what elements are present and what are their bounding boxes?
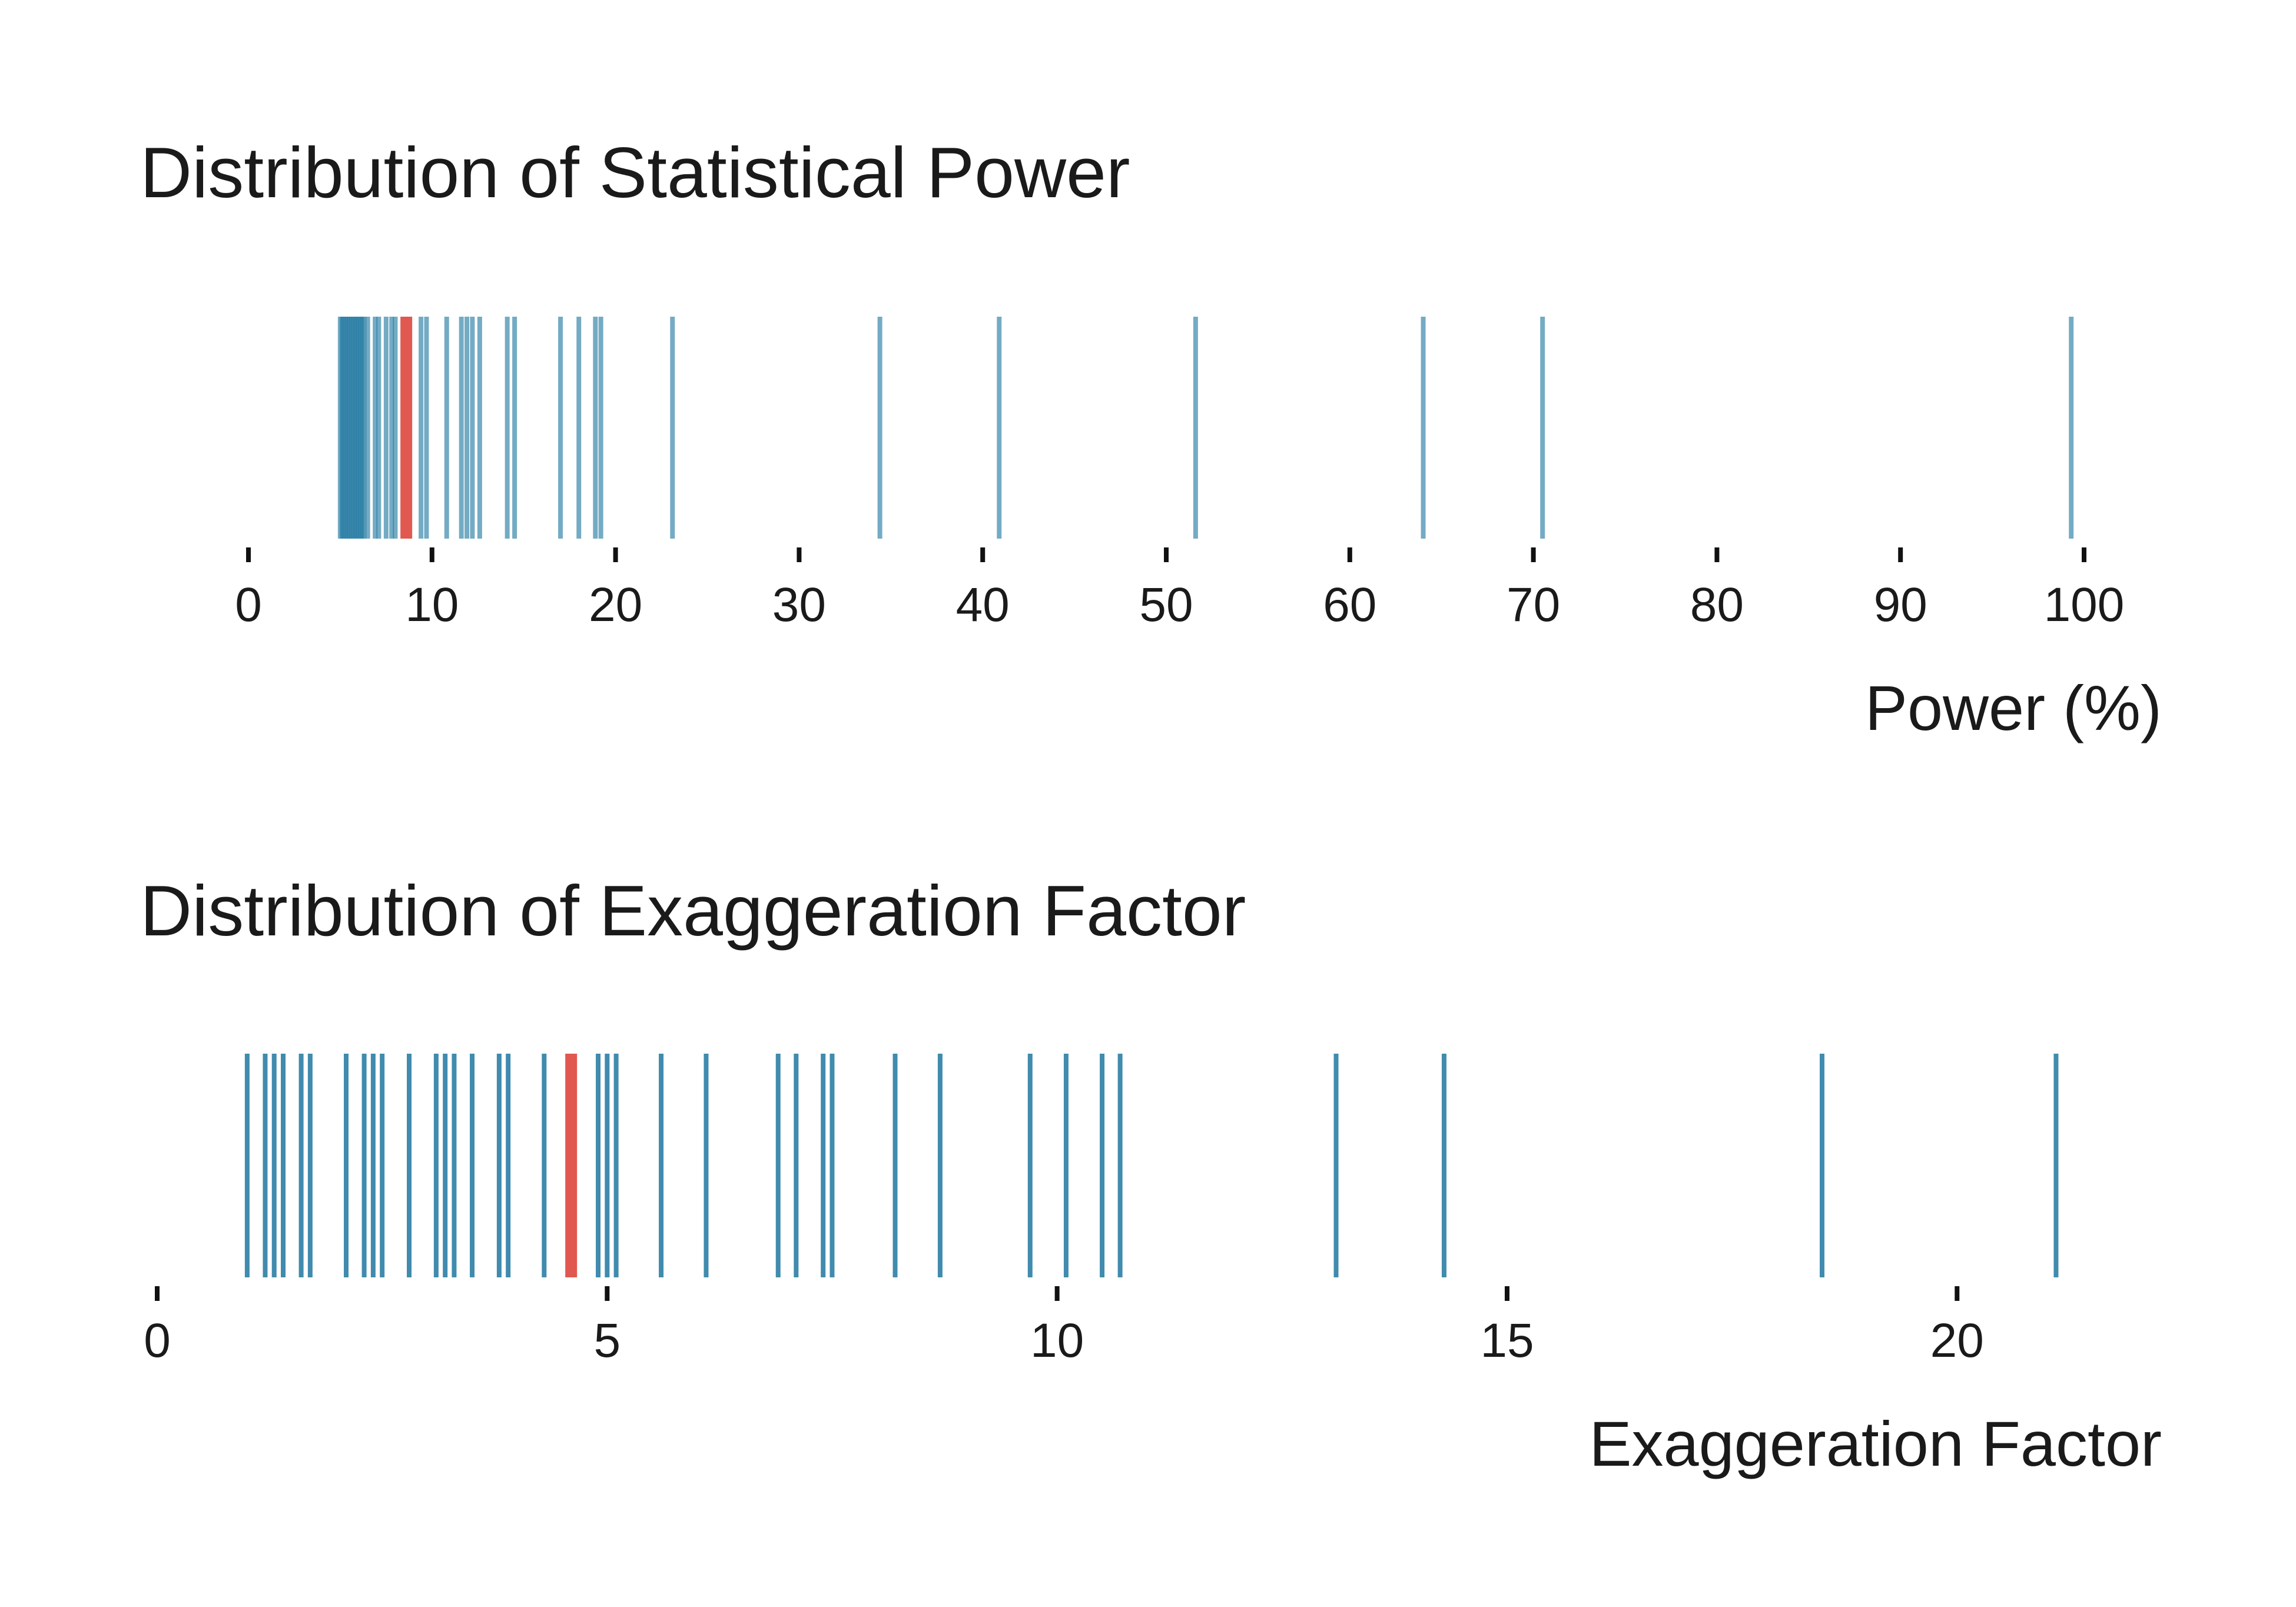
exaggeration-tick-label: 5 [594,1314,621,1367]
power-tick-label: 50 [1139,578,1193,632]
power-tick-label: 10 [405,578,459,632]
power-tick-label: 90 [1874,578,1927,632]
power-tick-label: 100 [2044,578,2125,632]
power-tick-label: 30 [772,578,826,632]
power-tick-label: 20 [589,578,642,632]
exaggeration-tick-label: 0 [144,1314,171,1367]
power-x-axis-label: Power (%) [1865,672,2162,743]
chart-title-exaggeration: Distribution of Exaggeration Factor [140,871,1246,951]
exaggeration-tick-label: 20 [1930,1314,1984,1367]
power-tick-label: 60 [1323,578,1376,632]
exaggeration-tick-label: 15 [1480,1314,1534,1367]
power-panel: 0 10 20 30 40 50 60 70 80 90 100 Power (%) [235,317,2162,743]
exaggeration-panel: 0 5 10 15 20 Exaggeration Factor [144,1054,2162,1479]
power-tick-label: 80 [1690,578,1744,632]
chart-title-power: Distribution of Statistical Power [140,132,1130,213]
power-tick-label: 70 [1507,578,1560,632]
power-tick-label: 40 [956,578,1010,632]
power-tick-label: 0 [235,578,262,632]
exaggeration-x-axis-label: Exaggeration Factor [1589,1408,2162,1479]
exaggeration-tick-label: 10 [1030,1314,1084,1367]
